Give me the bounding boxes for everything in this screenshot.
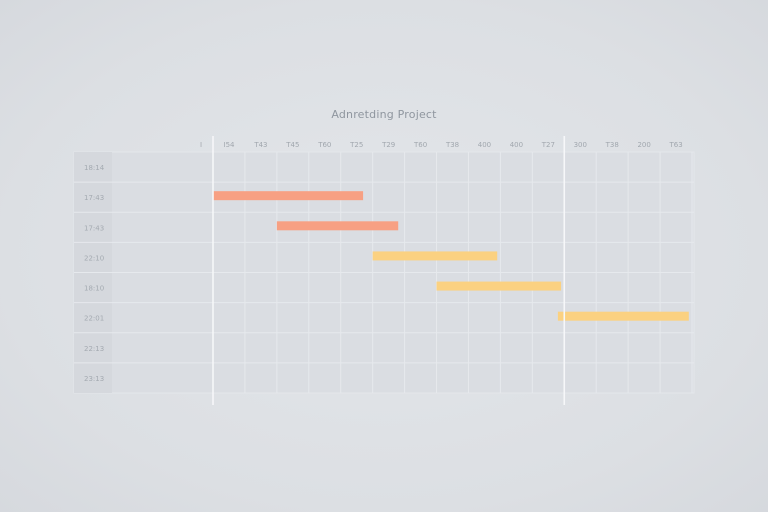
row-label: 18:14 [84, 164, 105, 172]
row-label: 17:43 [84, 224, 104, 232]
timeline-tick-label: T60 [413, 141, 427, 149]
timeline-tick-label: 400 [478, 141, 491, 149]
task-bar [372, 251, 498, 261]
timeline-tick-label: I [200, 141, 202, 149]
timeline-tick-label: T29 [381, 141, 395, 149]
row-label: 22:01 [84, 315, 104, 323]
timeline-tick-label: T60 [317, 141, 331, 149]
timeline-tick-label: T63 [668, 141, 682, 149]
row-label: 17:43 [84, 194, 104, 202]
timeline-tick-label: T38 [445, 141, 459, 149]
timeline-tick-label: T43 [253, 141, 267, 149]
timeline-tick-label: T27 [541, 141, 555, 149]
timeline-tick-label: 200 [637, 141, 650, 149]
timeline-tick-label: T25 [349, 141, 363, 149]
timeline-tick-label: T45 [285, 141, 299, 149]
timeline-tick-label: T38 [605, 141, 619, 149]
row-label: 23:13 [84, 375, 104, 383]
timeline-tick-label: 300 [574, 141, 587, 149]
timeline-tick-label: I54 [224, 141, 236, 149]
task-bar [276, 221, 399, 231]
task-bar [557, 311, 689, 321]
row-label: 22:13 [84, 345, 104, 353]
timeline-tick-label: 400 [510, 141, 523, 149]
chart-title: Adnretding Project [331, 108, 437, 121]
row-label: 22:10 [84, 254, 104, 262]
task-bar [213, 191, 364, 201]
row-label: 18:10 [84, 285, 104, 293]
task-bar [436, 281, 562, 291]
